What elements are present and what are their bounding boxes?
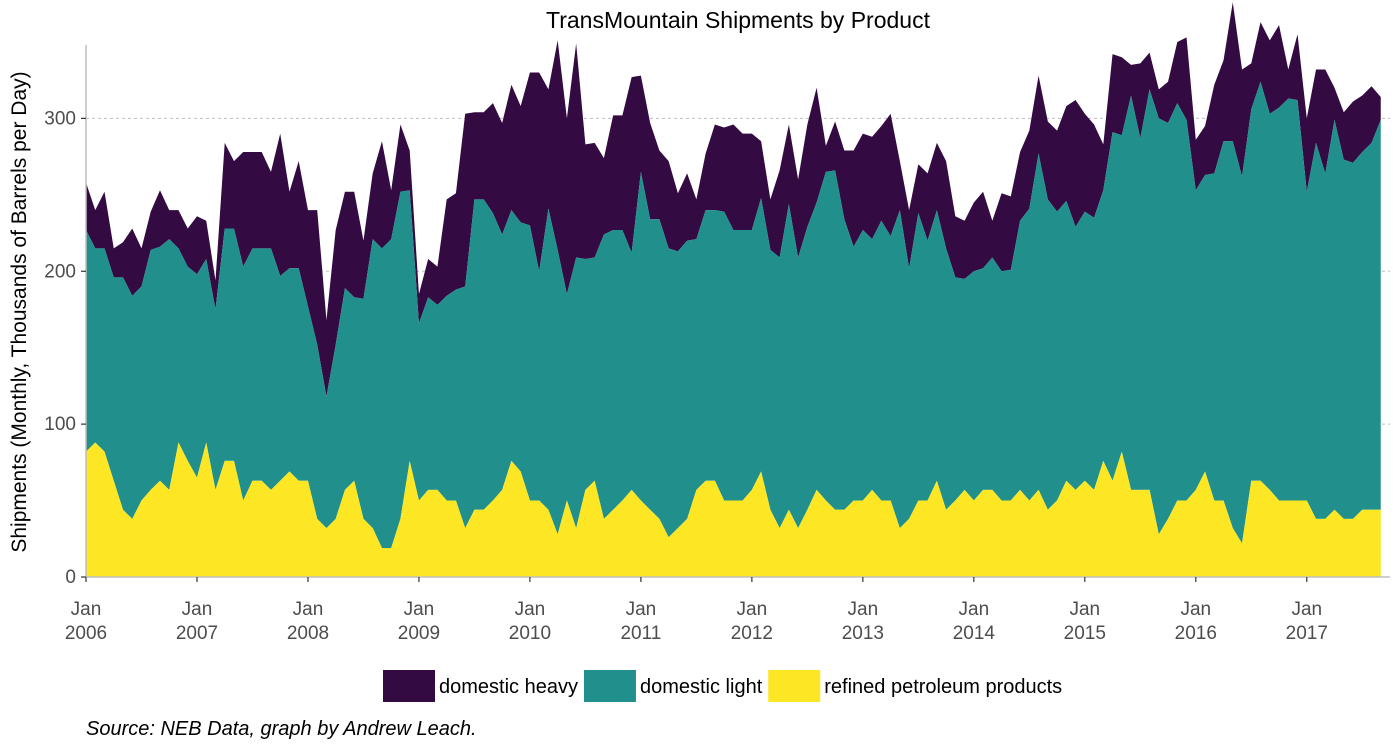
y-tick-label-300: 300 <box>44 108 76 129</box>
x-tick-label-2013: Jan <box>848 599 879 620</box>
legend-swatch-domestic-heavy <box>383 670 435 702</box>
y-tick-label-100: 100 <box>44 414 76 435</box>
legend-label-domestic-light: domestic light <box>640 676 763 698</box>
x-tick-label-2007: Jan <box>182 599 213 620</box>
x-tick-label-2012: Jan <box>737 599 768 620</box>
x-tick-label-year-2009: 2009 <box>398 623 440 644</box>
area-domestic-heavy <box>86 2 1381 397</box>
x-tick-label-year-2017: 2017 <box>1286 623 1328 644</box>
x-tick-label-year-2012: 2012 <box>731 623 773 644</box>
axes: 0 100 200 300 Jan 2006 Jan 2007 Jan 2008 Jan 2009 Ja… <box>44 45 1390 644</box>
y-tick-label-0: 0 <box>65 567 76 588</box>
x-tick-label-2015: Jan <box>1069 599 1100 620</box>
x-tick-label-2017: Jan <box>1291 599 1322 620</box>
x-tick-label-year-2010: 2010 <box>509 623 551 644</box>
x-tick-label-year-2013: 2013 <box>842 623 884 644</box>
x-tick-label-year-2016: 2016 <box>1175 623 1217 644</box>
x-tick-label-year-2015: 2015 <box>1064 623 1106 644</box>
x-tick-label-2010: Jan <box>515 599 546 620</box>
y-axis-title: Shipments (Monthly, Thousands of Barrels… <box>8 71 31 552</box>
x-tick-label-2011: Jan <box>626 599 657 620</box>
source-caption: Source: NEB Data, graph by Andrew Leach. <box>86 718 477 740</box>
area-series-layer <box>86 2 1381 577</box>
x-tick-label-year-2008: 2008 <box>287 623 329 644</box>
x-tick-label-2016: Jan <box>1180 599 1211 620</box>
area-refined-petroleum-products <box>86 442 1381 577</box>
x-tick-label-2009: Jan <box>404 599 435 620</box>
area-domestic-light <box>86 81 1381 548</box>
x-tick-label-2006: Jan <box>71 599 102 620</box>
legend-swatch-refined-petroleum-products <box>768 670 821 702</box>
legend: domestic heavy domestic light refined petr… <box>383 670 1062 702</box>
legend-label-refined-petroleum-products: refined petroleum products <box>824 676 1062 698</box>
x-tick-label-year-2007: 2007 <box>176 623 218 644</box>
x-tick-label-year-2014: 2014 <box>953 623 996 644</box>
x-tick-label-year-2006: 2006 <box>65 623 107 644</box>
chart-title: TransMountain Shipments by Product <box>546 7 931 33</box>
x-tick-label-2008: Jan <box>293 599 324 620</box>
legend-swatch-domestic-light <box>583 670 636 702</box>
x-tick-label-year-2011: 2011 <box>620 623 661 644</box>
x-tick-label-2014: Jan <box>959 599 990 620</box>
legend-label-domestic-heavy: domestic heavy <box>439 676 578 698</box>
y-tick-label-200: 200 <box>44 261 76 282</box>
